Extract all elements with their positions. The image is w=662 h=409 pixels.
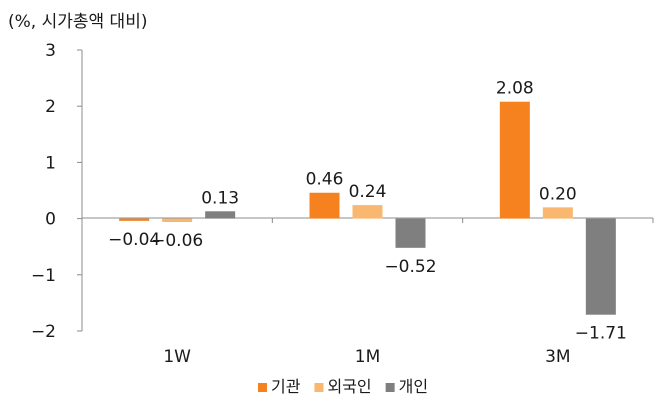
bar-series-group (119, 101, 616, 315)
x-category-label: 3M (545, 347, 570, 367)
y-tick-label: −2 (31, 322, 56, 342)
x-axis-category-labels: 1W 1M 3M (81, 218, 654, 367)
bar-3m-series-1 (542, 207, 573, 219)
x-category-label: 1W (163, 347, 191, 367)
data-label: 0.20 (539, 184, 577, 204)
data-label: −0.52 (384, 257, 436, 277)
legend-label: 외국인 (327, 377, 371, 396)
bar-1w-series-2 (205, 211, 236, 219)
data-label: 0.13 (201, 188, 239, 208)
data-label: 2.08 (496, 79, 534, 99)
bar-3m-series-0 (499, 101, 530, 219)
legend-swatch (314, 383, 324, 392)
legend: 기관 외국인 개인 (258, 377, 428, 396)
y-tick-label: 0 (45, 210, 56, 230)
bar-1m-series-2 (395, 218, 426, 248)
bar-1m-series-1 (352, 205, 383, 219)
data-labels-group: −0.04 0.46 2.08 −0.06 0.24 0.20 0.13 −0.52 −1.71 (108, 79, 627, 344)
y-tick-label: 1 (45, 153, 56, 173)
legend-label: 기관 (271, 377, 301, 396)
bar-1m-series-0 (309, 192, 340, 219)
data-label: 0.46 (306, 170, 344, 190)
data-label: −0.04 (108, 230, 160, 250)
bar-1w-series-1 (162, 218, 193, 222)
legend-swatch (385, 383, 395, 392)
y-tick-label: −1 (31, 266, 56, 286)
legend-label: 개인 (399, 377, 428, 396)
y-tick-label: 2 (45, 97, 56, 117)
bar-3m-series-2 (585, 218, 616, 315)
x-category-label: 1M (355, 347, 380, 367)
legend-swatch (258, 383, 267, 392)
y-axis-unit-label: (%, 시가총액 대비) (8, 12, 147, 32)
y-tick-label: 3 (45, 41, 56, 61)
data-label: −0.06 (151, 231, 203, 251)
data-label: 0.24 (349, 182, 387, 202)
y-axis-ticks: 3 2 1 0 −1 −2 (31, 41, 82, 342)
data-label: −1.71 (575, 324, 627, 344)
bar-1w-series-0 (119, 218, 150, 221)
